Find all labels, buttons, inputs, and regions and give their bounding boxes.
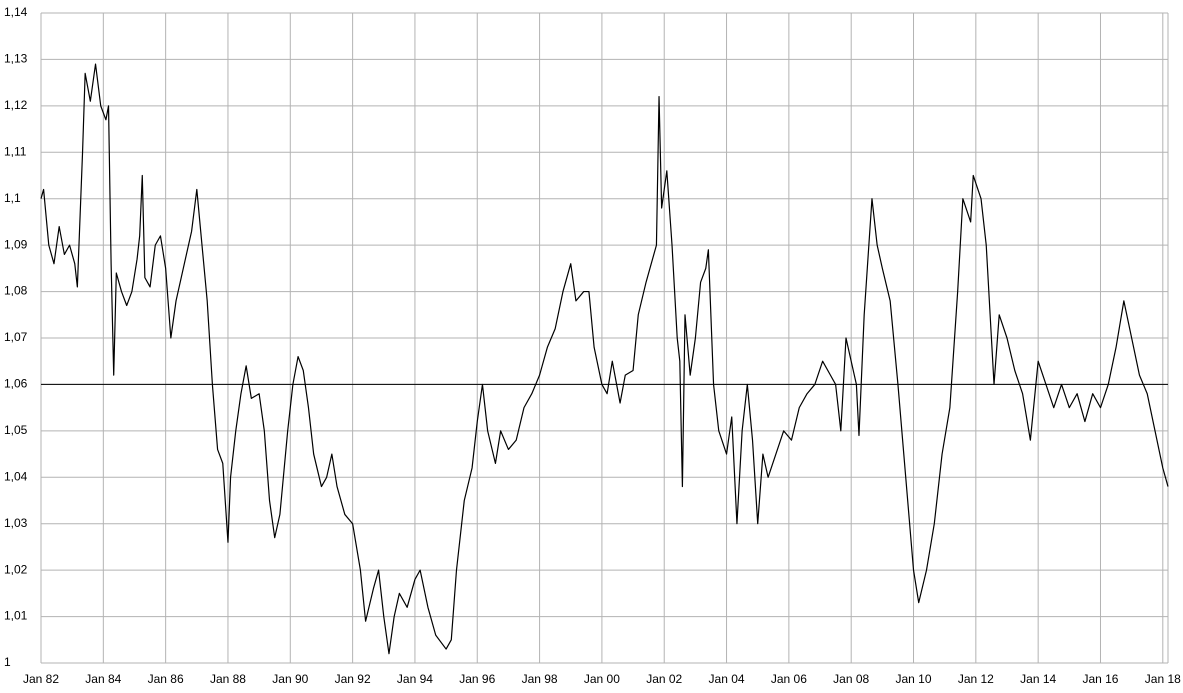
y-tick-label: 1,01 bbox=[4, 609, 28, 623]
x-tick-label: Jan 06 bbox=[771, 672, 807, 686]
x-tick-label: Jan 94 bbox=[397, 672, 433, 686]
x-tick-label: Jan 16 bbox=[1082, 672, 1118, 686]
data-line bbox=[40, 63, 1169, 655]
y-tick-label: 1,14 bbox=[4, 5, 28, 19]
x-tick-label: Jan 10 bbox=[896, 672, 932, 686]
y-tick-label: 1,13 bbox=[4, 52, 28, 66]
y-tick-label: 1,1 bbox=[4, 191, 21, 205]
x-tick-label: Jan 90 bbox=[272, 672, 308, 686]
y-tick-label: 1,07 bbox=[4, 330, 28, 344]
x-tick-label: Jan 88 bbox=[210, 672, 246, 686]
y-tick-label: 1,08 bbox=[4, 284, 28, 298]
x-tick-label: Jan 82 bbox=[23, 672, 59, 686]
y-tick-label: 1,12 bbox=[4, 98, 28, 112]
x-tick-label: Jan 04 bbox=[709, 672, 745, 686]
x-tick-label: Jan 14 bbox=[1020, 672, 1056, 686]
x-tick-label: Jan 92 bbox=[335, 672, 371, 686]
x-tick-label: Jan 18 bbox=[1145, 672, 1181, 686]
x-tick-label: Jan 98 bbox=[522, 672, 558, 686]
y-tick-label: 1 bbox=[4, 655, 11, 669]
y-tick-label: 1,02 bbox=[4, 562, 28, 576]
y-tick-label: 1,05 bbox=[4, 423, 28, 437]
y-tick-label: 1,06 bbox=[4, 377, 28, 391]
x-tick-label: Jan 08 bbox=[833, 672, 869, 686]
y-tick-label: 1,03 bbox=[4, 516, 28, 530]
x-tick-label: Jan 86 bbox=[148, 672, 184, 686]
x-tick-label: Jan 00 bbox=[584, 672, 620, 686]
y-tick-label: 1,11 bbox=[4, 144, 27, 158]
x-tick-label: Jan 96 bbox=[459, 672, 495, 686]
x-tick-label: Jan 84 bbox=[85, 672, 121, 686]
x-tick-label: Jan 02 bbox=[646, 672, 682, 686]
y-tick-label: 1,09 bbox=[4, 237, 28, 251]
x-tick-label: Jan 12 bbox=[958, 672, 994, 686]
y-tick-label: 1,04 bbox=[4, 469, 28, 483]
